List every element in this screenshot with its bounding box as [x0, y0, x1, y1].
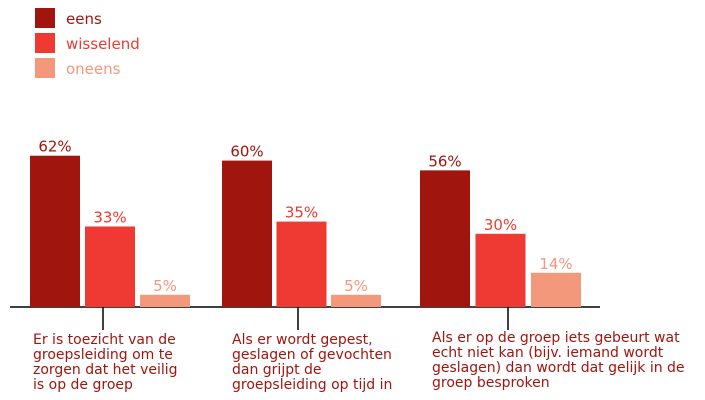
- data-label: 62%: [38, 138, 71, 156]
- legend-swatch: [35, 8, 55, 28]
- bar: [276, 221, 327, 307]
- data-label: 60%: [230, 143, 263, 161]
- data-label: 56%: [428, 152, 461, 170]
- data-label: 33%: [93, 208, 126, 226]
- legend-label: wisselend: [66, 35, 140, 53]
- bar: [331, 294, 381, 307]
- data-label: 14%: [539, 255, 572, 273]
- bar: [531, 272, 581, 307]
- bar: [475, 233, 526, 307]
- category-label: Als er wordt gepest, geslagen of gevocht…: [232, 332, 393, 393]
- data-label: 30%: [484, 216, 517, 234]
- category-label: Als er op de groep iets gebeurt wat echt…: [432, 330, 685, 391]
- bar: [222, 160, 272, 307]
- legend-swatch: [35, 33, 55, 53]
- legend-label: eens: [66, 10, 102, 28]
- data-label: 5%: [153, 277, 177, 295]
- bar: [85, 226, 135, 307]
- bar: [140, 294, 190, 307]
- legend-label: oneens: [66, 60, 121, 78]
- data-label: 35%: [285, 204, 318, 222]
- bar: [30, 155, 80, 307]
- bar: [420, 170, 470, 307]
- category-label: Er is toezicht van de groepsleiding om t…: [33, 332, 178, 393]
- data-label: 5%: [344, 277, 368, 295]
- legend-swatch: [35, 58, 55, 78]
